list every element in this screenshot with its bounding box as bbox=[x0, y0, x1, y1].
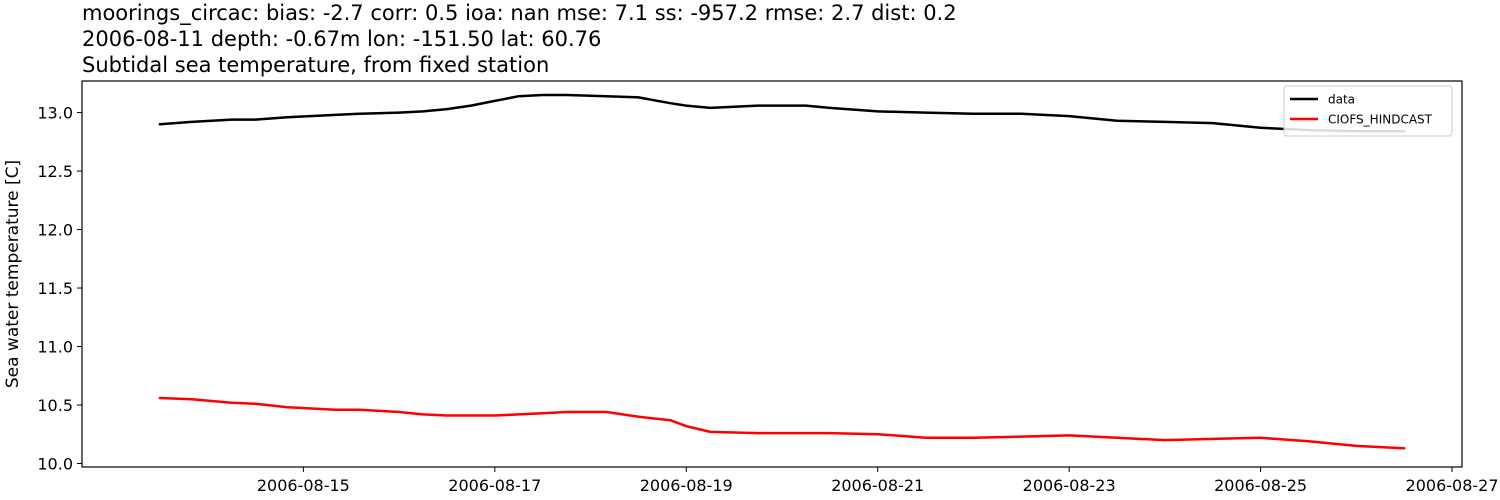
y-tick-label: 12.0 bbox=[37, 221, 73, 240]
y-tick-label: 11.5 bbox=[37, 279, 73, 298]
x-tick-label: 2006-08-21 bbox=[831, 476, 924, 495]
series-layer bbox=[158, 93, 1406, 450]
chart-title-description: Subtidal sea temperature, from fixed sta… bbox=[82, 53, 550, 77]
x-tick-label: 2006-08-23 bbox=[1023, 476, 1116, 495]
series-line-data bbox=[158, 93, 1406, 133]
legend-label-ciofs-hindcast: CIOFS_HINDCAST bbox=[1328, 113, 1433, 127]
y-tick-label: 11.0 bbox=[37, 338, 73, 357]
y-tick-label: 13.0 bbox=[37, 104, 73, 123]
y-tick-label: 12.5 bbox=[37, 162, 73, 181]
y-tick-label: 10.0 bbox=[37, 454, 73, 473]
plot-frame bbox=[81, 80, 1463, 468]
x-tick-label: 2006-08-17 bbox=[448, 476, 541, 495]
legend-label-data: data bbox=[1328, 93, 1355, 107]
legend: data CIOFS_HINDCAST bbox=[1283, 85, 1453, 137]
x-tick-label: 2006-08-27 bbox=[1406, 476, 1499, 495]
y-axis-ticks: 10.0 10.5 11.0 11.5 12.0 12.5 13.0 bbox=[37, 104, 82, 473]
chart-title-block: moorings_circac: bias: -2.7 corr: 0.5 io… bbox=[82, 0, 957, 78]
chart-title-location: 2006-08-11 depth: -0.67m lon: -151.50 la… bbox=[82, 27, 602, 51]
chart-title-stats: moorings_circac: bias: -2.7 corr: 0.5 io… bbox=[82, 1, 957, 25]
x-axis-ticks: 2006-08-15 2006-08-17 2006-08-19 2006-08-21… bbox=[257, 467, 1499, 495]
x-tick-label: 2006-08-19 bbox=[640, 476, 733, 495]
series-line-ciofs-hindcast bbox=[158, 396, 1406, 450]
legend-box bbox=[1283, 85, 1453, 137]
x-tick-label: 2006-08-25 bbox=[1214, 476, 1307, 495]
y-axis-label: Sea water temperature [C] bbox=[3, 160, 23, 388]
x-tick-label: 2006-08-15 bbox=[257, 476, 350, 495]
y-tick-label: 10.5 bbox=[37, 396, 73, 415]
